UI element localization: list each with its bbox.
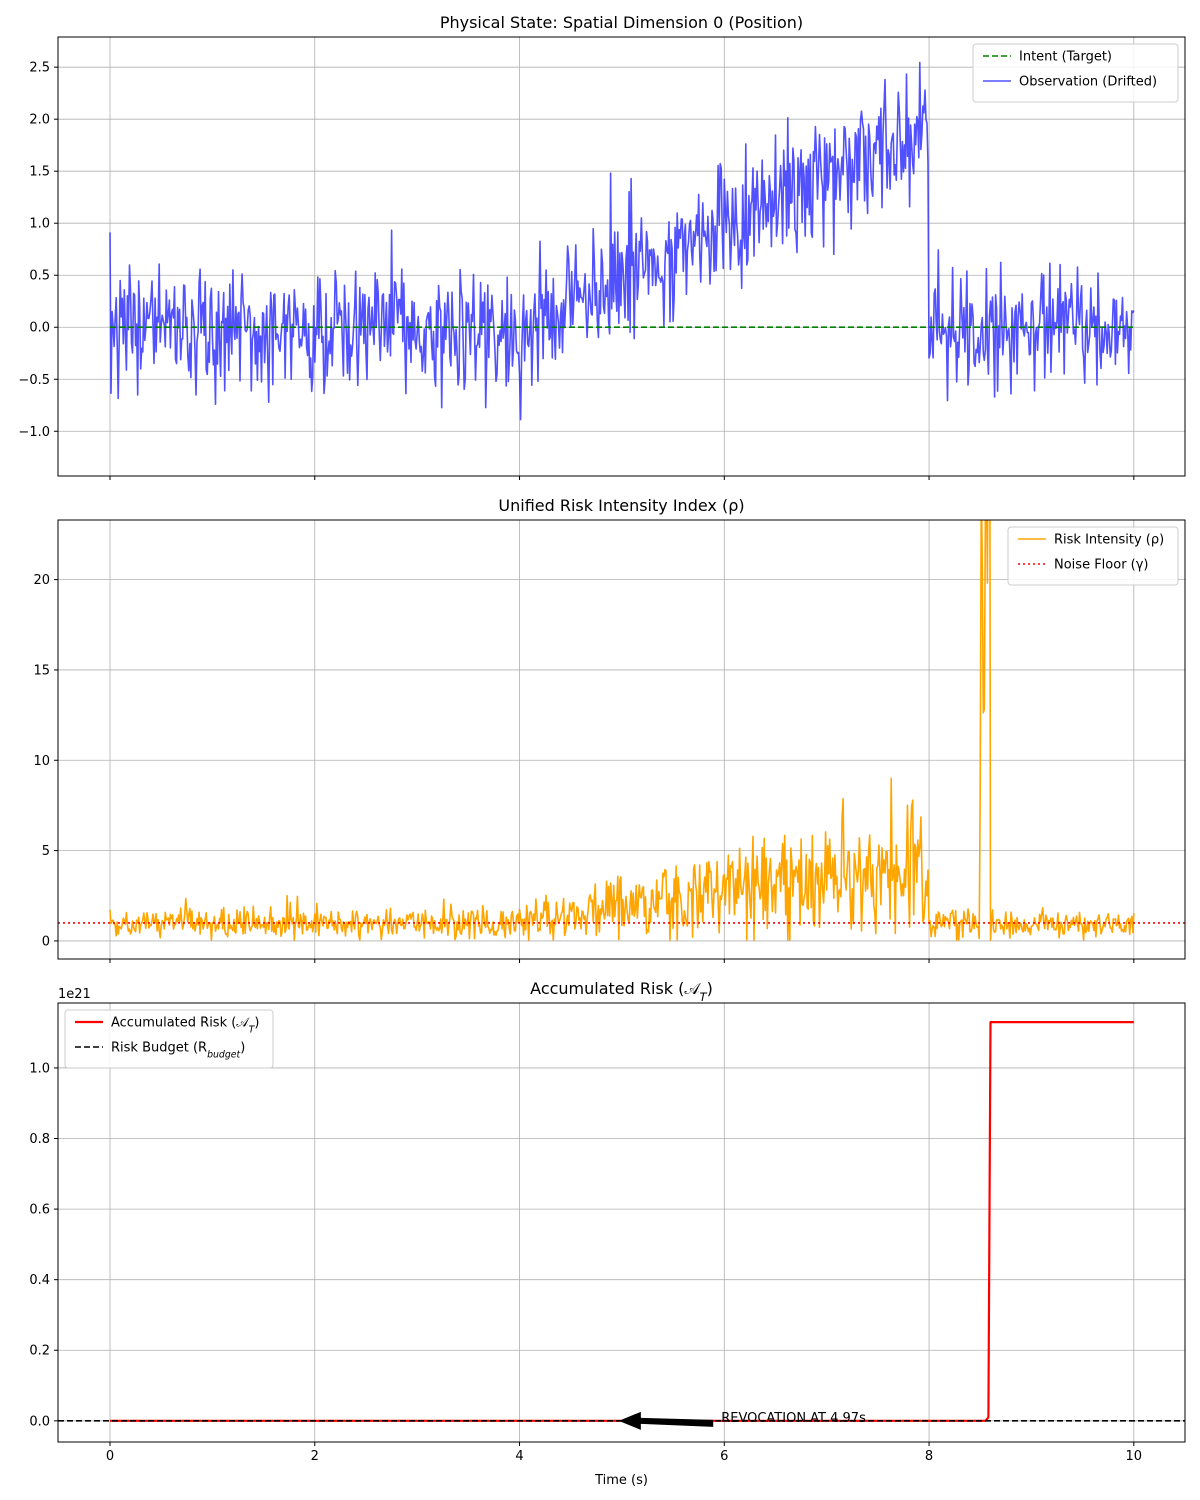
- legend-label: Risk Budget (Rbudget): [111, 1041, 245, 1061]
- legend-label: Intent (Target): [1019, 50, 1112, 65]
- annotation-arrow: [618, 1411, 714, 1430]
- y-tick-label: 0.5: [29, 269, 50, 284]
- y-tick-label: 1.5: [29, 165, 50, 180]
- axes-frame: [57, 519, 1186, 960]
- legend-label: Risk Intensity (ρ): [1054, 533, 1164, 548]
- y-tick-label: 10: [33, 754, 50, 769]
- panel-0: −1.0 −0.5 0.0 0.5 1.0 1.5 2.0 2.5 Physical State…: [18, 13, 1186, 480]
- y-tick-label: 1.0: [29, 217, 50, 232]
- series-group: [58, 520, 1185, 941]
- y-tick-label: 0.4: [29, 1273, 50, 1288]
- y-tick-label: 0.2: [29, 1344, 50, 1359]
- x-tick-label: 6: [720, 1449, 728, 1464]
- series-line-accumulated-risk-t: [110, 1020, 1134, 1422]
- annotation-text: REVOCATION AT 4.97s: [721, 1411, 866, 1426]
- panel-2: 0 2 4 6 8 10 0.0 0.2 0.4 0.6 0.8 1.0 1e21 Time (s) Acc…: [29, 979, 1186, 1488]
- x-axis-label: Time (s): [594, 1473, 648, 1488]
- panel-1: 0 5 10 15 20 Unified Risk Intensity Index (ρ)…: [33, 496, 1186, 963]
- y-tick-label: 2.5: [29, 61, 50, 76]
- legend: Accumulated Risk (𝒜T) Risk Budget (Rbudge…: [64, 1009, 274, 1069]
- axes-frame: [57, 36, 1186, 477]
- legend-box: [64, 1009, 274, 1069]
- y-tick-label: −0.5: [18, 373, 50, 388]
- y-tick-label: −1.0: [18, 425, 50, 440]
- legend-label: Accumulated Risk (𝒜T): [111, 1016, 259, 1036]
- y-tick-label: 5: [42, 844, 50, 859]
- panel-title: Unified Risk Intensity Index (ρ): [498, 496, 744, 515]
- y-tick-label: 1.0: [29, 1061, 50, 1076]
- panel-title: Physical State: Spatial Dimension 0 (Pos…: [440, 13, 803, 32]
- y-tick-label: 0.0: [29, 1414, 50, 1429]
- legend-label: Observation (Drifted): [1019, 75, 1157, 90]
- y-tick-label: 20: [33, 573, 50, 588]
- x-tick-label: 10: [1126, 1449, 1143, 1464]
- y-tick-label: 0.6: [29, 1203, 50, 1218]
- x-tick-label: 0: [106, 1449, 114, 1464]
- y-offset-label: 1e21: [58, 987, 91, 1002]
- x-tick-label: 2: [311, 1449, 319, 1464]
- series-line-risk-intensity: [109, 520, 1135, 941]
- series-group: [109, 61, 1135, 421]
- x-tick-label: 4: [515, 1449, 523, 1464]
- axes-frame: [57, 1002, 1186, 1443]
- legend: Intent (Target) Observation (Drifted): [972, 43, 1179, 103]
- legend-box: [972, 43, 1179, 103]
- series-line-observation-drifted: [109, 61, 1135, 421]
- legend-label: Noise Floor (γ): [1054, 558, 1149, 573]
- y-tick-label: 0.0: [29, 321, 50, 336]
- series-group: [58, 1020, 1185, 1422]
- y-tick-label: 2.0: [29, 113, 50, 128]
- y-tick-label: 0: [42, 934, 50, 949]
- y-tick-label: 0.8: [29, 1132, 50, 1147]
- y-tick-label: 15: [33, 663, 50, 678]
- legend-box: [1007, 526, 1179, 586]
- legend: Risk Intensity (ρ) Noise Floor (γ): [1007, 526, 1179, 586]
- panel-title: Accumulated Risk (𝒜T): [530, 979, 713, 1004]
- x-tick-label: 8: [925, 1449, 933, 1464]
